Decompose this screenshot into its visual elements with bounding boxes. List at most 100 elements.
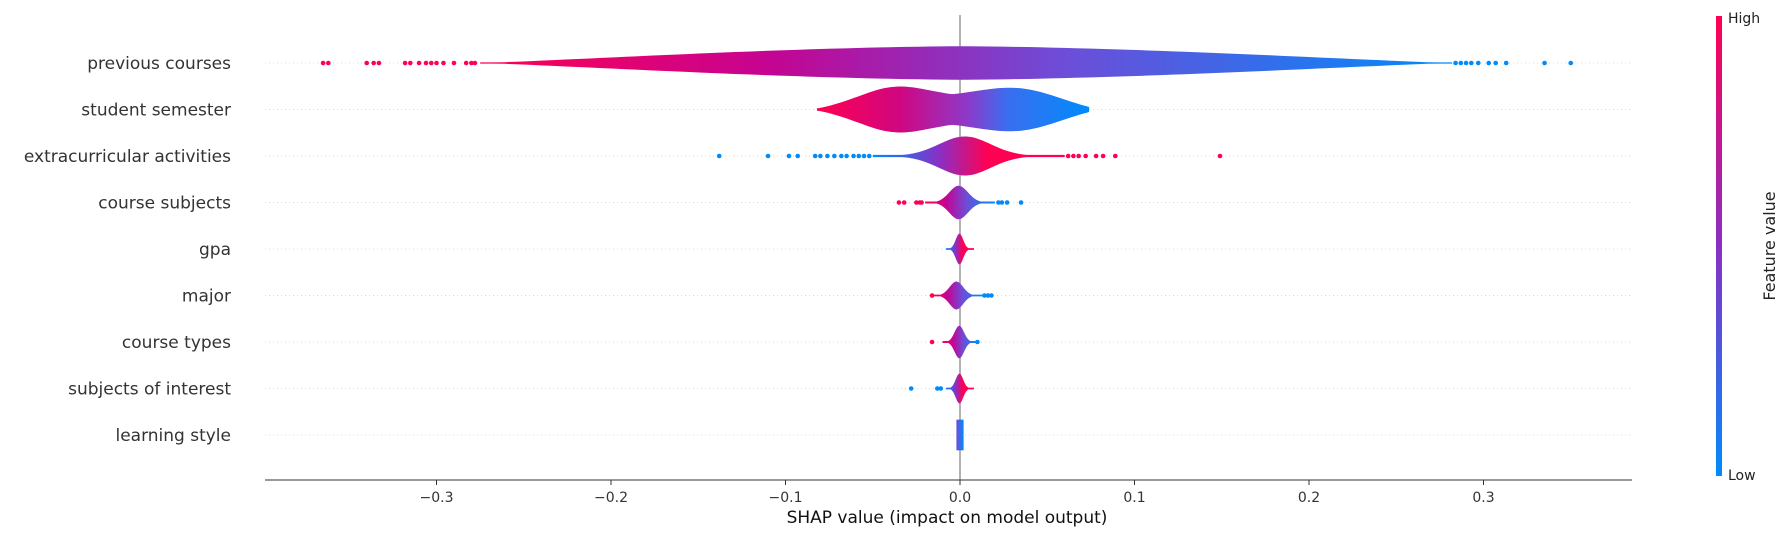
colorbar-high-label: High [1728,11,1760,27]
outlier-point-high [469,60,474,66]
outlier-point-low [832,153,837,159]
outlier-point-low [851,153,856,159]
outlier-point-high [451,60,457,66]
violin-body [480,46,1453,80]
feature-label: extracurricular activities [24,147,231,167]
outlier-point-low [839,153,844,159]
outlier-point-low [765,153,771,159]
outlier-point-high [901,200,907,205]
outlier-point-low [935,386,940,391]
outlier-point-low [1463,60,1469,66]
colorbar: High Low Feature value [1716,11,1779,484]
outlier-point-high [423,60,429,66]
outlier-point-low [985,293,991,298]
outlier-point-low [1458,60,1464,66]
outlier-point-low [1468,60,1474,66]
outlier-point-low [795,153,801,159]
outlier-point-low [975,339,980,345]
outlier-point-high [1076,153,1081,159]
outlier-point-low [999,200,1005,205]
x-tick-label: 0.2 [1298,490,1320,506]
violin-body [872,136,1065,176]
violin-body [946,233,974,265]
feature-label: course subjects [98,194,231,214]
outlier-point-high [326,60,331,66]
violin-body [942,325,978,359]
outlier-point-low [1568,60,1574,66]
outlier-point-low [982,293,987,298]
x-tick-label: −0.1 [769,490,803,506]
outlier-point-high [441,60,446,66]
outlier-point-high [364,60,370,66]
outlier-point-high [408,60,413,66]
outlier-point-low [1004,200,1010,205]
outlier-point-low [716,153,722,159]
colorbar-low-label: Low [1728,468,1756,484]
violin-body [925,185,995,220]
x-tick-label: −0.2 [594,490,628,506]
outlier-point-high [371,60,376,66]
outlier-point-high [416,60,422,66]
feature-label: student semester [81,101,231,121]
outlier-point-high [919,200,924,205]
outlier-point-high [896,200,902,205]
x-axis-title: SHAP value (impact on model output) [787,508,1108,528]
outlier-point-low [866,153,872,159]
outlier-point-low [844,153,849,159]
x-ticks: −0.3 −0.2 −0.1 0.0 0.1 0.2 0.3 [420,480,1495,506]
feature-labels: previous courses student semester extracur… [24,54,231,446]
violin-body [932,281,983,310]
outlier-point-low [1018,200,1024,205]
outlier-point-high [1113,153,1118,159]
feature-label: course types [122,333,231,353]
violin-body [946,373,974,404]
outlier-point-low [818,153,823,159]
colorbar-title: Feature value [1760,191,1779,300]
outlier-point-high [1071,153,1076,159]
x-tick-label: −0.3 [420,490,454,506]
outlier-point-low [861,153,867,159]
outlier-point-high [1065,153,1071,159]
outlier-point-high [914,200,919,205]
violin-body [816,86,1090,133]
outlier-point-high [1100,153,1106,159]
outlier-point-high [428,60,434,66]
x-axis: −0.3 −0.2 −0.1 0.0 0.1 0.2 0.3 SHAP value (imp… [265,479,1632,528]
outlier-point-high [929,293,935,298]
outlier-point-high [1217,153,1223,159]
outlier-point-high [376,60,382,66]
outlier-point-low [1542,60,1547,66]
feature-label: major [182,287,231,307]
outlier-point-low [1475,60,1481,66]
outlier-point-high [402,60,408,66]
outlier-point-high [463,60,469,66]
feature-label: subjects of interest [68,380,231,400]
x-tick-label: 0.1 [1123,490,1145,506]
x-tick-label: 0.3 [1472,490,1494,506]
outlier-point-low [996,200,1001,205]
outlier-point-high [929,339,935,345]
outlier-point-low [786,153,792,159]
outlier-point-low [812,153,818,159]
outlier-point-low [989,293,994,298]
outlier-point-low [908,386,914,391]
violin-body [956,419,964,451]
colorbar-gradient [1716,16,1722,476]
outlier-point-low [1493,60,1499,66]
outlier-point-low [1503,60,1509,66]
outlier-point-low [1486,60,1492,66]
outlier-point-low [938,386,944,391]
feature-label: previous courses [87,54,231,74]
outlier-point-high [472,60,478,66]
feature-label: gpa [199,240,231,260]
outlier-point-high [1083,153,1088,159]
outlier-point-low [856,153,862,159]
outlier-point-high [320,60,326,66]
outlier-point-high [434,60,439,66]
outlier-point-high [1093,153,1099,159]
feature-label: learning style [115,426,231,446]
x-tick-label: 0.0 [949,490,971,506]
outlier-points [320,60,1574,391]
outlier-point-low [1453,60,1458,66]
